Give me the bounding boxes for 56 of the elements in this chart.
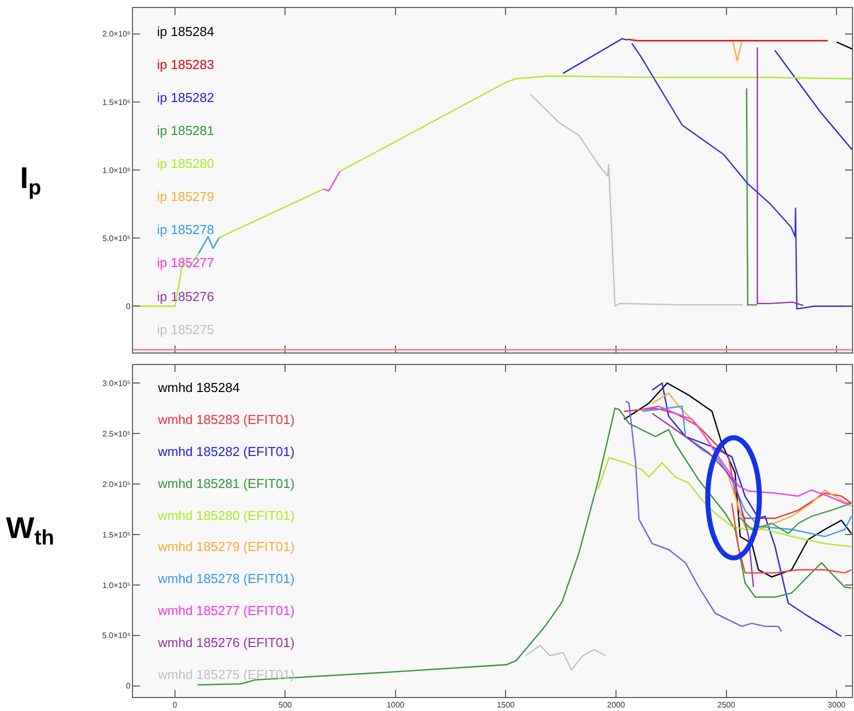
x-tick-label: 0 [172,700,178,710]
line-series [642,406,852,504]
y-tick-label: 2.0×10⁶ [102,30,130,39]
text: wmhd 185282 (EFIT01) [157,444,295,459]
text: ip 185281 [157,123,214,138]
y-tick-label: 5.0×10⁴ [102,631,131,640]
line-series [597,457,852,548]
text: wmhd 185278 (EFIT01) [157,571,295,586]
text: wmhd 185281 (EFIT01) [157,476,295,491]
text: wmhd 185279 (EFIT01) [157,539,295,554]
x-tick-label: 1000 [386,700,405,710]
line-series [652,412,754,588]
line-series [530,94,744,307]
y-tick-label: 0 [126,302,131,311]
text: wmhd 185276 (EFIT01) [157,635,295,650]
text: ip 185275 [157,322,214,337]
text: ip 185282 [157,90,214,105]
line-series [731,502,852,574]
line-series [623,382,852,578]
line-series [756,46,804,306]
line-series [198,236,220,254]
x-tick-label: 500 [278,700,292,710]
y-axis-title: W$_{th}$ [6,512,54,550]
text: wmhd 185284 [157,380,240,395]
line-series [642,406,852,538]
text: wmhd 185283 (EFIT01) [157,412,295,427]
x-tick-label: 2500 [717,700,736,710]
y-tick-label: 5.0×10⁵ [102,234,130,243]
text: ip 185284 [157,24,214,39]
series-label: ip 185278 [157,222,214,237]
text: ip 185283 [157,57,214,72]
line-series [623,408,852,519]
y-tick-label: 3.0×10⁵ [102,378,130,388]
x-tick-label: 2000 [607,700,626,710]
line-series [652,392,852,530]
text: wmhd 185277 (EFIT01) [157,603,295,618]
y-tick-label: 0 [126,682,131,691]
y-tick-label: 1.5×10⁶ [102,98,130,107]
y-tick-label: 2.0×10⁵ [102,480,130,489]
y-tick-label: 2.5×10⁵ [102,429,130,438]
x-tick-label: 1500 [496,700,516,710]
text: ip 185279 [157,189,214,204]
line-series [652,382,842,638]
text: wmhd 185280 (EFIT01) [157,508,295,523]
text: ip 185280 [157,156,214,171]
y-tick-label: 1.5×10⁵ [102,530,130,540]
line-series [631,42,852,310]
line-series [625,400,782,632]
text: wmhd 185275 (EFIT01) [157,667,295,682]
line-series [196,408,852,686]
y-tick-label: 1.0×10⁵ [102,580,130,590]
line-series [738,502,852,534]
y-axis-title: I$_{p}$ [20,162,42,200]
line-series [524,644,606,670]
x-tick-label: 3000 [828,700,846,710]
y-tick-label: 1.0×10⁶ [102,166,130,175]
